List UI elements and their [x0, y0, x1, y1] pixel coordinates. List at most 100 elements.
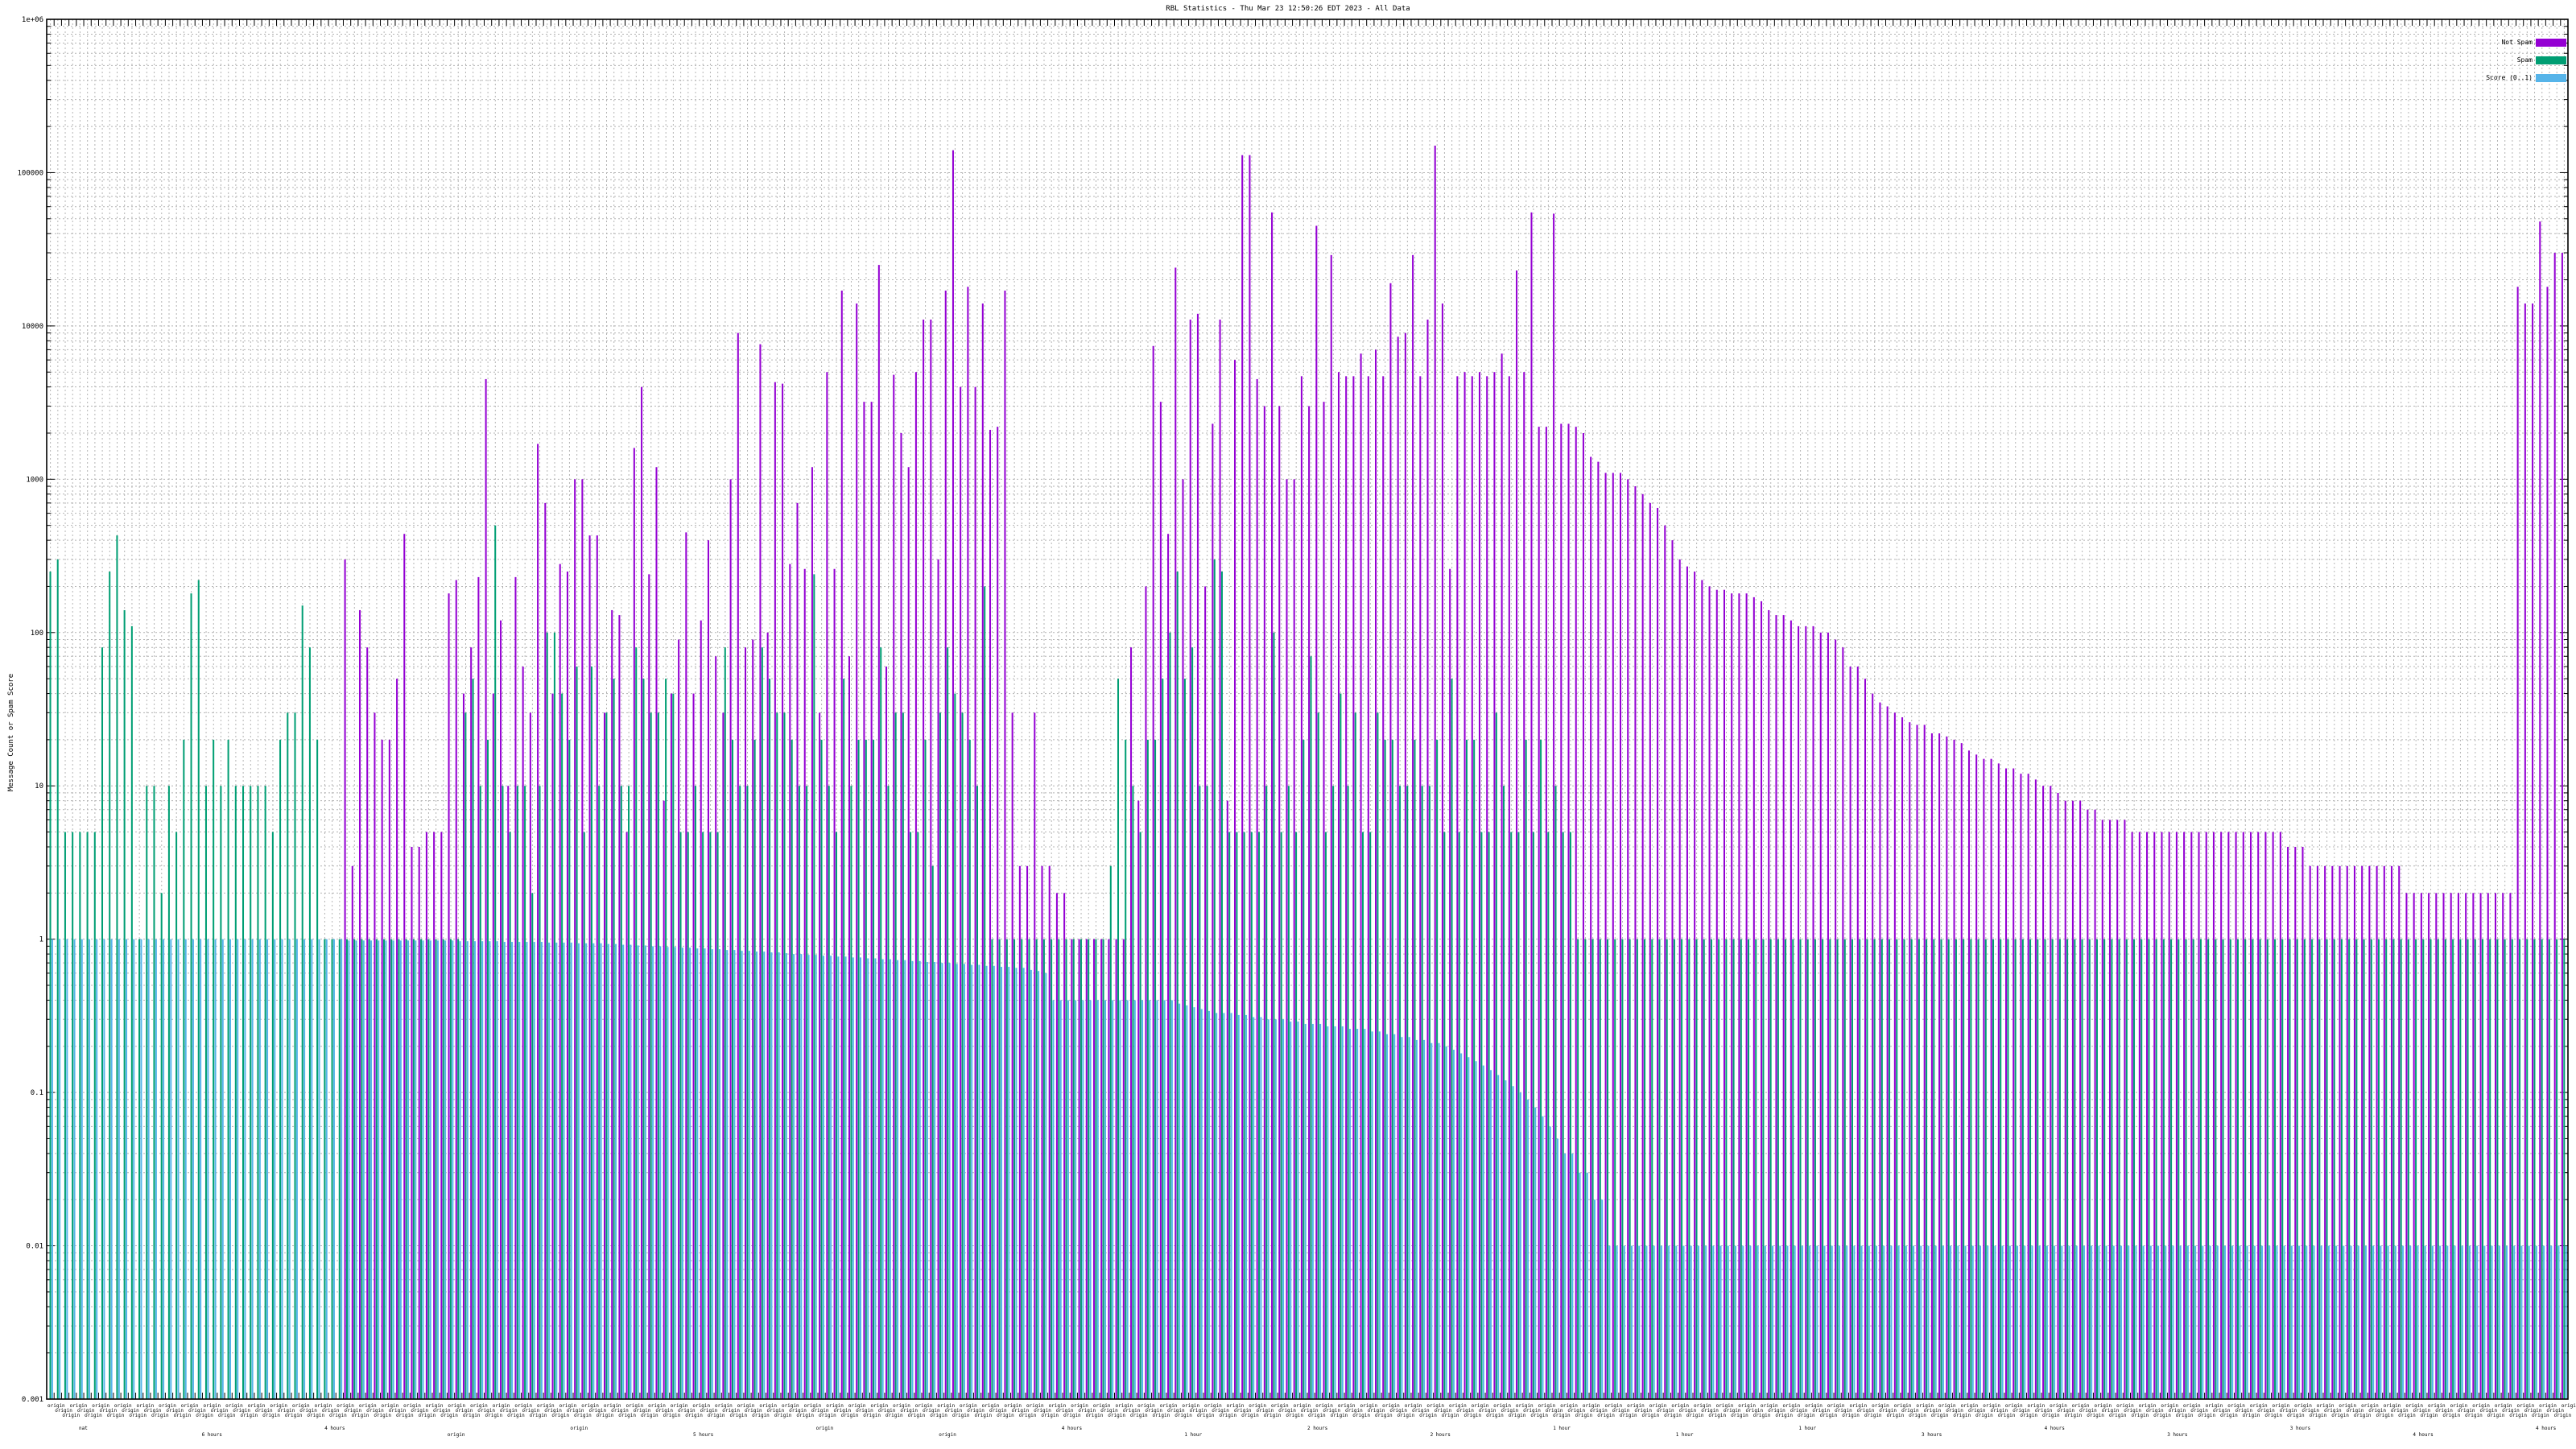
- spam-bar: [1154, 739, 1157, 1399]
- x-tick-label: origin: [1509, 1413, 1526, 1418]
- score-bar: [1274, 1019, 1277, 1399]
- spam-bar: [1681, 939, 1683, 1399]
- x-tick-label: origin: [1012, 1408, 1030, 1414]
- spam-bar: [1117, 679, 1120, 1399]
- not-spam-bar: [2479, 893, 2482, 1399]
- x-tick-hour-label: origin: [570, 1426, 588, 1431]
- not-spam-bar: [1715, 589, 1718, 1399]
- score-bar: [1179, 1003, 1181, 1399]
- score-bar: [452, 940, 454, 1399]
- score-bar: [392, 940, 394, 1399]
- score-bar: [1890, 1245, 1893, 1399]
- x-tick-label: origin: [1264, 1413, 1282, 1418]
- spam-bar: [1843, 939, 1846, 1399]
- score-bar: [244, 939, 246, 1399]
- not-spam-bar: [1493, 372, 1496, 1399]
- not-spam-bar: [381, 739, 383, 1399]
- spam-bar: [1569, 832, 1571, 1399]
- spam-bar: [1755, 939, 1757, 1399]
- spam-bar: [1740, 939, 1742, 1399]
- x-tick-label: origin: [1257, 1408, 1274, 1414]
- spam-bar: [1399, 786, 1402, 1399]
- spam-bar: [2400, 939, 2402, 1399]
- score-bar: [2186, 1245, 2189, 1399]
- not-spam-bar: [1278, 406, 1281, 1399]
- x-tick-label: origin: [2554, 1413, 2572, 1418]
- x-tick-label: origin: [188, 1408, 206, 1414]
- spam-bar: [1443, 832, 1446, 1399]
- score-bar: [73, 939, 76, 1399]
- x-tick-label: origin: [2042, 1413, 2060, 1418]
- x-tick-label: origin: [982, 1403, 1000, 1409]
- spam-bar: [2192, 939, 2194, 1399]
- score-bar: [237, 939, 239, 1399]
- x-tick-label: origin: [893, 1403, 910, 1409]
- x-tick-label: origin: [470, 1403, 488, 1409]
- y-tick-label: 1: [39, 936, 43, 944]
- not-spam-bar: [1092, 939, 1095, 1399]
- not-spam-bar: [1545, 427, 1547, 1399]
- spam-bar: [308, 647, 311, 1399]
- spam-bar: [2133, 939, 2136, 1399]
- x-tick-label: origin: [307, 1413, 324, 1418]
- score-bar: [2283, 1245, 2285, 1399]
- not-spam-bar: [1775, 615, 1777, 1399]
- x-tick-label: origin: [137, 1403, 155, 1409]
- score-bar: [1927, 1245, 1930, 1399]
- score-bar: [385, 940, 387, 1399]
- x-tick-label: origin: [960, 1403, 977, 1409]
- score-bar: [2216, 1245, 2219, 1399]
- x-tick-label: origin: [2495, 1403, 2512, 1409]
- spam-bar: [167, 786, 170, 1399]
- score-bar: [548, 942, 551, 1399]
- score-bar: [163, 939, 165, 1399]
- score-bar: [2091, 1245, 2093, 1399]
- x-tick-label: origin: [1990, 1408, 2008, 1414]
- x-tick-label: origin: [1056, 1408, 1074, 1414]
- x-tick-label: origin: [567, 1408, 584, 1414]
- x-tick-label: origin: [1493, 1403, 1511, 1409]
- x-tick-label: origin: [908, 1413, 926, 1418]
- spam-bar: [2474, 939, 2476, 1399]
- x-tick-label: origin: [1078, 1408, 1096, 1414]
- x-tick-label: origin: [1701, 1408, 1719, 1414]
- not-spam-bar: [2435, 893, 2438, 1399]
- spam-bar: [650, 712, 652, 1399]
- x-tick-label: origin: [1686, 1413, 1704, 1418]
- x-tick-label: origin: [789, 1408, 807, 1414]
- x-tick-label: origin: [2502, 1408, 2520, 1414]
- spam-bar: [1213, 559, 1216, 1400]
- not-spam-bar: [1219, 320, 1221, 1400]
- spam-bar: [1806, 939, 1809, 1399]
- x-tick-label: origin: [559, 1403, 577, 1409]
- x-tick-label: origin: [1657, 1408, 1674, 1414]
- not-spam-bar: [967, 287, 969, 1399]
- spam-bar: [2252, 939, 2254, 1399]
- spam-bar: [2215, 939, 2217, 1399]
- spam-bar: [301, 605, 303, 1399]
- spam-bar: [1280, 832, 1282, 1399]
- score-bar: [674, 947, 676, 1399]
- spam-bar: [204, 786, 207, 1399]
- not-spam-bar: [1263, 406, 1265, 1399]
- spam-bar: [1836, 939, 1839, 1399]
- x-tick-label: origin: [2220, 1413, 2238, 1418]
- x-tick-label: origin: [2287, 1413, 2305, 1418]
- spam-bar: [338, 939, 341, 1399]
- x-tick-label: origin: [329, 1413, 347, 1418]
- bars-layer: [49, 145, 2567, 1400]
- not-spam-bar: [1189, 320, 1191, 1400]
- not-spam-bar: [2042, 786, 2045, 1399]
- x-tick-label: origin: [92, 1403, 109, 1409]
- spam-bar: [2467, 939, 2469, 1399]
- x-tick-hour-label: 1 hour: [1184, 1432, 1202, 1438]
- score-bar: [622, 944, 625, 1399]
- score-bar: [147, 939, 150, 1399]
- not-spam-bar: [500, 620, 502, 1399]
- spam-bar: [1822, 939, 1824, 1399]
- x-tick-label: origin: [2213, 1408, 2231, 1414]
- spam-bar: [1889, 939, 1891, 1399]
- spam-bar: [1080, 939, 1082, 1399]
- score-bar: [926, 961, 928, 1399]
- spam-bar: [2377, 939, 2380, 1399]
